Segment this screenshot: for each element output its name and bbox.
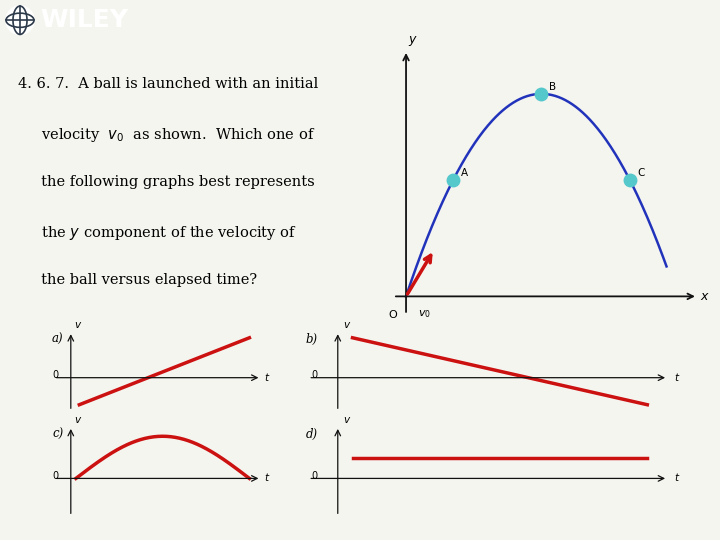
Text: v: v — [74, 415, 81, 424]
Text: 0: 0 — [53, 470, 59, 481]
Text: t: t — [674, 373, 678, 383]
Text: d): d) — [305, 428, 318, 441]
Text: a): a) — [52, 333, 64, 346]
Text: 0: 0 — [311, 370, 317, 380]
Text: O: O — [389, 310, 397, 320]
Text: $v_0$: $v_0$ — [418, 308, 431, 320]
Text: 0: 0 — [311, 470, 317, 481]
Text: t: t — [265, 474, 269, 483]
Text: velocity  $v_0$  as shown.  Which one of: velocity $v_0$ as shown. Which one of — [19, 126, 316, 144]
Text: WILEY: WILEY — [40, 8, 128, 32]
Text: t: t — [674, 474, 678, 483]
Text: c): c) — [52, 428, 63, 441]
Text: v: v — [343, 415, 350, 424]
Text: the $y$ component of the velocity of: the $y$ component of the velocity of — [19, 224, 297, 242]
Text: 4. 6. 7.  A ball is launched with an initial: 4. 6. 7. A ball is launched with an init… — [19, 77, 319, 91]
Text: v: v — [74, 320, 81, 330]
Text: C: C — [638, 168, 645, 178]
Circle shape — [6, 6, 34, 35]
Text: y: y — [409, 32, 416, 45]
Text: t: t — [265, 373, 269, 383]
Text: the ball versus elapsed time?: the ball versus elapsed time? — [19, 273, 258, 287]
Text: A: A — [461, 168, 468, 178]
Text: x: x — [701, 290, 708, 303]
Text: v: v — [343, 320, 350, 330]
Text: B: B — [549, 82, 557, 92]
Text: b): b) — [305, 333, 318, 346]
Text: 0: 0 — [53, 370, 59, 380]
Text: the following graphs best represents: the following graphs best represents — [19, 175, 315, 189]
